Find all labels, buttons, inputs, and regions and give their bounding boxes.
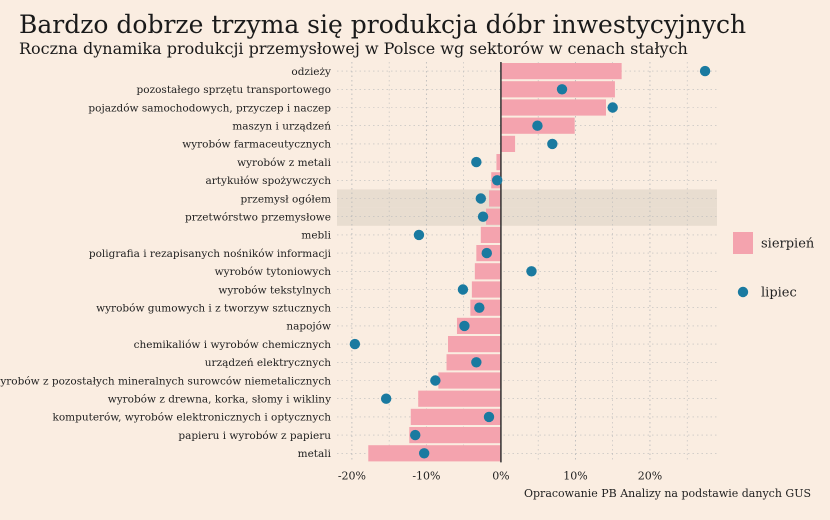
category-label: wyrobów z metali	[237, 157, 332, 169]
legend-label: sierpień	[761, 237, 815, 252]
dot-point	[556, 84, 568, 95]
category-label: chemikaliów i wyrobów chemicznych	[134, 339, 332, 351]
bar	[410, 408, 501, 425]
legend-swatch-dot	[737, 286, 749, 298]
dot-point	[477, 211, 489, 222]
x-tick-label: 10%	[563, 469, 587, 482]
category-label: komputerów, wyrobów elektronicznych i op…	[52, 412, 331, 424]
category-label: przetwórstwo przemysłowe	[185, 212, 331, 224]
bar	[409, 427, 501, 444]
category-label: mebli	[301, 230, 331, 242]
x-tick-labels: -20% -10% 0% 10% 20%	[338, 469, 662, 482]
bar	[448, 336, 501, 353]
dot-point	[471, 156, 482, 168]
category-label: urządzeń elektrycznych	[205, 357, 331, 369]
dot-point	[413, 229, 425, 241]
category-label: pozostałego sprzętu transportowego	[137, 84, 331, 96]
category-label: poligrafia i rezapisanych nośników infor…	[89, 248, 332, 260]
chart-title: Bardzo dobrze trzyma się produkcja dóbr …	[19, 10, 747, 39]
dot-point	[532, 120, 543, 131]
dot-point	[380, 393, 392, 404]
category-label: napojów	[286, 321, 331, 333]
bar	[456, 317, 501, 334]
bar	[438, 372, 501, 389]
bar	[418, 390, 501, 407]
bar	[500, 99, 606, 116]
dot-point	[459, 320, 470, 332]
bar	[486, 208, 501, 225]
dot-point	[410, 429, 421, 441]
dot-point	[491, 175, 503, 186]
dot-point	[474, 302, 485, 313]
bar	[474, 263, 501, 280]
dot-point	[475, 193, 487, 204]
dot-point	[607, 102, 618, 113]
source-caption: Opracowanie PB Analizy na podstawie dany…	[524, 487, 811, 500]
dot-point	[349, 338, 361, 350]
category-label: pojazdów samochodowych, przyczep i nacze…	[88, 102, 331, 114]
dot-point	[481, 247, 492, 259]
dot-point	[430, 375, 441, 386]
category-label: artykułów spożywczych	[206, 175, 332, 187]
x-tick-label: -10%	[412, 469, 440, 482]
x-tick-label: 20%	[638, 469, 662, 482]
legend-label: lipiec	[761, 286, 797, 301]
legend: sierpień lipiec	[733, 232, 815, 301]
bar	[471, 281, 501, 298]
chart-subtitle: Roczna dynamika produkcji przemysłowej w…	[19, 39, 688, 58]
bar	[496, 154, 501, 171]
highlight-band-layer	[337, 189, 717, 226]
category-label: papieru i wyrobów z papieru	[178, 430, 331, 442]
category-label: wyrobów farmaceutycznych	[182, 139, 331, 151]
bar	[500, 135, 516, 152]
category-label: wyrobów tekstylnych	[218, 284, 331, 296]
category-label: przemysł ogółem	[241, 193, 331, 205]
dot-point	[699, 65, 711, 77]
category-label: wyrobów z pozostałych mineralnych surowc…	[0, 375, 331, 387]
category-label: wyrobów z drewna, korka, słomy i wikliny	[108, 394, 331, 406]
dot-point	[418, 448, 430, 459]
dot-layer	[349, 65, 711, 459]
dot-point	[483, 411, 495, 423]
category-label: metali	[298, 448, 332, 460]
x-tick-label: -20%	[338, 469, 366, 482]
category-labels: odzieży pozostałego sprzętu transportoweg…	[0, 66, 332, 460]
category-label: wyrobów tytoniowych	[215, 266, 332, 278]
bar	[489, 190, 501, 207]
legend-swatch-bar	[733, 232, 753, 254]
dot-point	[547, 138, 558, 150]
dot-point	[471, 357, 482, 368]
bar	[368, 445, 501, 462]
dot-point	[526, 266, 537, 277]
dot-point	[457, 284, 469, 295]
x-tick-label: 0%	[492, 469, 509, 482]
category-label: odzieży	[291, 66, 331, 78]
bar	[480, 226, 501, 243]
category-label: maszyn i urządzeń	[232, 121, 331, 133]
bar	[500, 63, 622, 80]
bar-layer	[368, 63, 622, 462]
category-label: wyrobów gumowych i z tworzyw sztucznych	[96, 303, 331, 315]
